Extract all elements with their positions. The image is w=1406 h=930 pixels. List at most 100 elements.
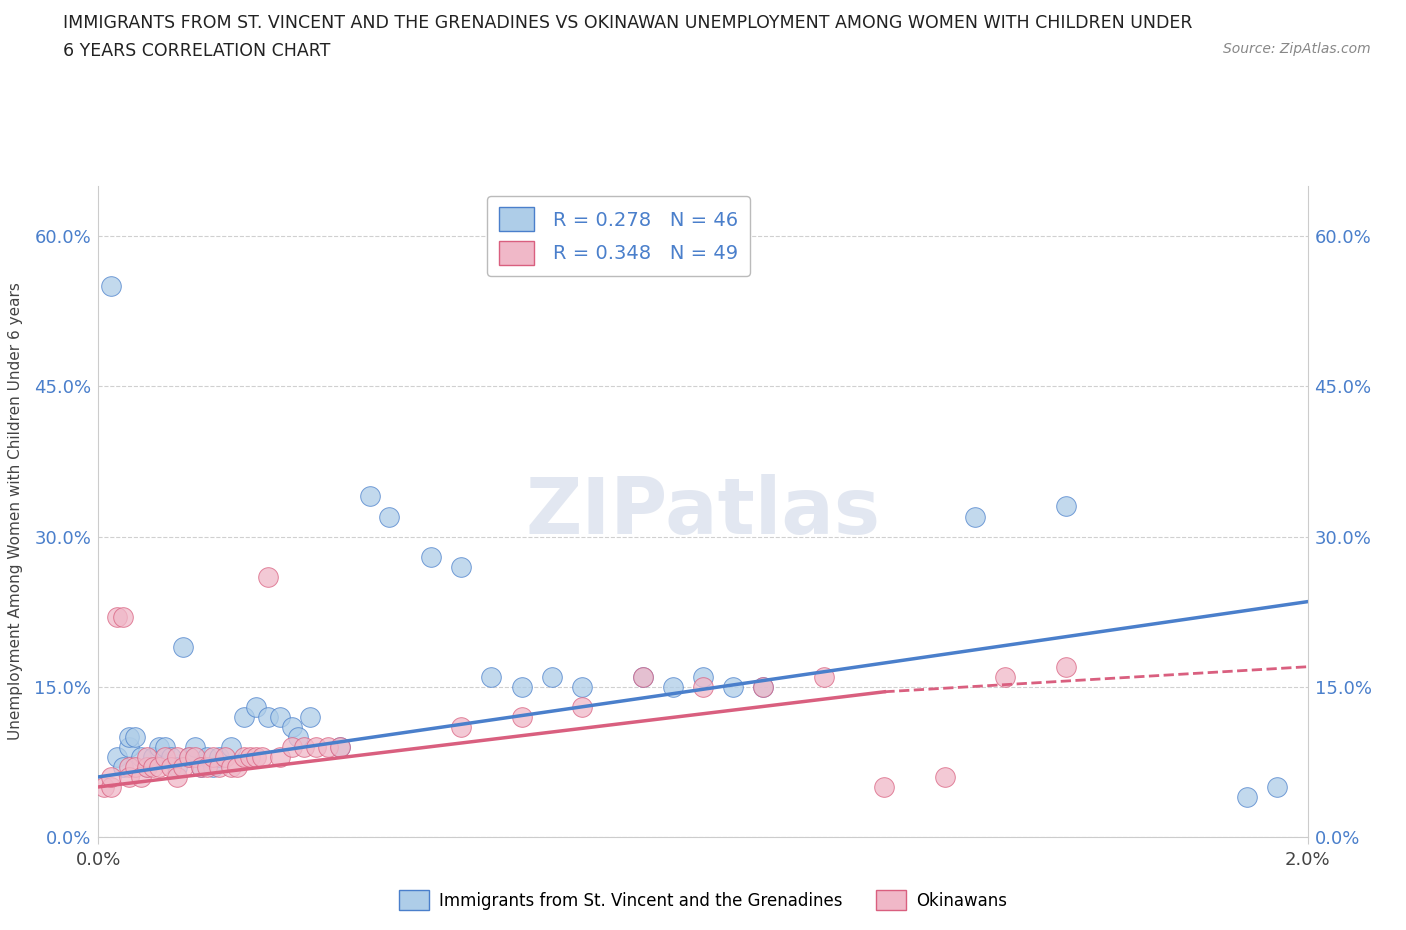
Point — [135, 760, 157, 775]
Point — [813, 670, 835, 684]
Point — [329, 739, 352, 754]
Point — [179, 750, 201, 764]
Point — [281, 739, 304, 754]
Point — [226, 760, 249, 775]
Point — [692, 679, 714, 694]
Point — [214, 750, 236, 764]
Point — [172, 639, 194, 654]
Point — [129, 750, 152, 764]
Point — [100, 769, 122, 784]
Point — [481, 670, 503, 684]
Point — [111, 609, 134, 624]
Point — [124, 729, 146, 744]
Point — [256, 569, 278, 584]
Point — [129, 769, 152, 784]
Point — [420, 549, 443, 564]
Point — [377, 509, 399, 524]
Point — [723, 679, 745, 694]
Point — [118, 739, 141, 754]
Point — [100, 779, 122, 794]
Point — [124, 760, 146, 775]
Point — [142, 760, 165, 775]
Point — [142, 750, 165, 764]
Point — [239, 750, 262, 764]
Point — [1267, 779, 1289, 794]
Point — [692, 670, 714, 684]
Point — [148, 739, 170, 754]
Point — [232, 710, 254, 724]
Point — [135, 760, 157, 775]
Point — [510, 679, 533, 694]
Point — [195, 760, 218, 775]
Text: IMMIGRANTS FROM ST. VINCENT AND THE GRENADINES VS OKINAWAN UNEMPLOYMENT AMONG WO: IMMIGRANTS FROM ST. VINCENT AND THE GREN… — [63, 14, 1192, 32]
Point — [571, 699, 593, 714]
Point — [166, 769, 188, 784]
Text: ZIPatlas: ZIPatlas — [526, 473, 880, 550]
Point — [873, 779, 896, 794]
Point — [316, 739, 339, 754]
Point — [752, 679, 775, 694]
Point — [160, 760, 183, 775]
Point — [299, 710, 322, 724]
Point — [118, 729, 141, 744]
Point — [93, 779, 115, 794]
Point — [166, 760, 188, 775]
Point — [287, 729, 309, 744]
Point — [135, 750, 157, 764]
Point — [153, 750, 176, 764]
Point — [179, 750, 201, 764]
Point — [111, 760, 134, 775]
Point — [510, 710, 533, 724]
Point — [160, 750, 183, 764]
Point — [232, 750, 254, 764]
Point — [118, 760, 141, 775]
Point — [360, 489, 382, 504]
Point — [208, 750, 231, 764]
Point — [148, 760, 170, 775]
Point — [202, 760, 225, 775]
Text: 6 YEARS CORRELATION CHART: 6 YEARS CORRELATION CHART — [63, 42, 330, 60]
Point — [208, 760, 231, 775]
Point — [450, 720, 472, 735]
Point — [934, 769, 956, 784]
Point — [166, 750, 188, 764]
Point — [1236, 790, 1258, 804]
Point — [631, 670, 654, 684]
Point — [541, 670, 564, 684]
Point — [631, 670, 654, 684]
Point — [105, 750, 128, 764]
Point — [195, 750, 218, 764]
Point — [118, 769, 141, 784]
Text: Source: ZipAtlas.com: Source: ZipAtlas.com — [1223, 42, 1371, 56]
Point — [184, 750, 207, 764]
Point — [269, 710, 291, 724]
Point — [245, 699, 267, 714]
Point — [752, 679, 775, 694]
Point — [153, 739, 176, 754]
Point — [662, 679, 685, 694]
Legend: R = 0.278   N = 46, R = 0.348   N = 49: R = 0.278 N = 46, R = 0.348 N = 49 — [486, 195, 749, 276]
Point — [100, 279, 122, 294]
Point — [105, 609, 128, 624]
Point — [172, 760, 194, 775]
Point — [221, 739, 243, 754]
Point — [190, 760, 212, 775]
Point — [202, 750, 225, 764]
Point — [965, 509, 987, 524]
Y-axis label: Unemployment Among Women with Children Under 6 years: Unemployment Among Women with Children U… — [8, 283, 24, 740]
Point — [190, 760, 212, 775]
Point — [269, 750, 291, 764]
Point — [450, 559, 472, 574]
Legend: Immigrants from St. Vincent and the Grenadines, Okinawans: Immigrants from St. Vincent and the Gren… — [392, 884, 1014, 917]
Point — [256, 710, 278, 724]
Point — [329, 739, 352, 754]
Point — [250, 750, 273, 764]
Point — [305, 739, 328, 754]
Point — [1054, 659, 1077, 674]
Point — [281, 720, 304, 735]
Point — [292, 739, 315, 754]
Point — [994, 670, 1017, 684]
Point — [1054, 499, 1077, 514]
Point — [571, 679, 593, 694]
Point — [221, 760, 243, 775]
